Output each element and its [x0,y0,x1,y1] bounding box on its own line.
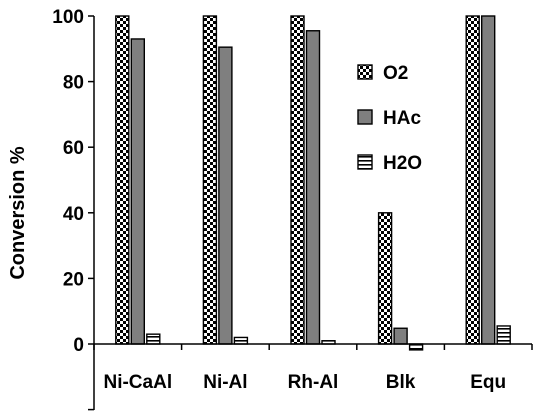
y-axis-title: Conversion % [7,146,29,280]
legend-label-h2o: H2O [383,153,422,174]
bar-hac-blk [393,327,408,345]
x-tick-label-ni-caal: Ni-CaAl [103,372,172,393]
legend-swatch-h2o [357,154,373,170]
bar-hac-ni-caal [130,38,146,345]
y-tick-label-100: 100 [52,7,84,28]
bar-o2-rh-al [290,15,305,345]
bar-hac-ni-al [218,46,233,345]
bar-h2o-equ [496,325,511,345]
bar-o2-ni-caal [115,15,130,345]
labels-layer: Ni-CaAl Ni-Al Rh-Al Blk Equ 0 20 40 60 80 100 [52,7,506,393]
x-tick-label-ni-al: Ni-Al [203,372,247,393]
bar-o2-ni-al [202,15,218,345]
x-tick-label-equ: Equ [470,372,506,393]
legend-label-o2: O2 [383,63,408,84]
bar-h2o-ni-caal [146,333,161,345]
legend-swatch-hac [357,109,373,125]
bar-h2o-ni-al [233,336,249,345]
x-tick-label-rh-al: Rh-Al [288,372,339,393]
bar-hac-equ [481,15,496,345]
bar-o2-equ [465,15,480,345]
bar-hac-rh-al [305,30,321,345]
y-tick-label-0: 0 [73,335,84,356]
bar-h2o-blk [408,343,424,351]
y-tick-label-60: 60 [63,138,84,159]
x-tick-label-blk: Blk [386,372,416,393]
y-tick-label-20: 20 [63,269,84,290]
legend: O2 HAc H2O [357,63,422,174]
legend-label-hac: HAc [383,108,421,129]
bars-layer [115,15,511,351]
legend-swatch-o2 [357,64,373,80]
y-tick-label-40: 40 [63,204,84,225]
axes-layer [88,15,533,411]
y-tick-label-80: 80 [63,73,84,94]
bar-o2-blk [377,212,393,345]
